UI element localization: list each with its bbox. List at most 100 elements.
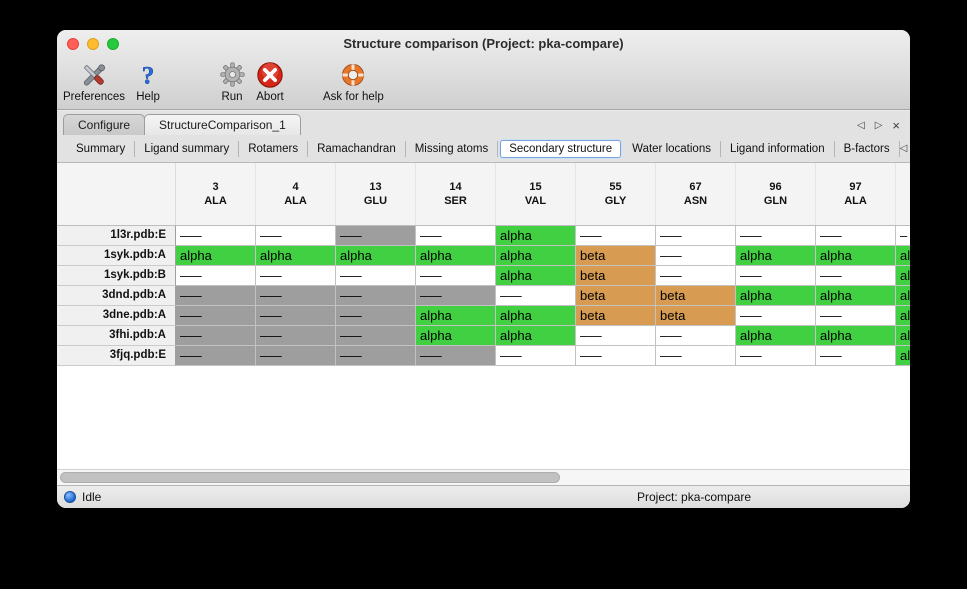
subtab-summary[interactable]: Summary (67, 140, 136, 157)
table-cell[interactable]: ––– (416, 266, 496, 286)
table-cell[interactable]: alpha (736, 246, 816, 266)
column-header[interactable]: 15 VAL (496, 163, 576, 225)
titlebar[interactable]: Structure comparison (Project: pka-compa… (57, 30, 910, 57)
table-cell[interactable]: ––– (256, 286, 336, 306)
table-cell[interactable]: ––– (656, 246, 736, 266)
table-cell[interactable]: ––– (736, 346, 816, 366)
table-cell[interactable]: alpha (496, 226, 576, 246)
close-window-button[interactable] (67, 38, 79, 50)
subtab-b-factors[interactable]: B-factors (835, 140, 900, 157)
table-cell[interactable]: beta (656, 286, 736, 306)
table-cell[interactable]: alpha (416, 306, 496, 326)
table-cell[interactable]: beta (576, 306, 656, 326)
table-cell[interactable]: ––– (176, 306, 256, 326)
subtab-ligand-information[interactable]: Ligand information (721, 140, 835, 157)
table-cell[interactable]: al (896, 246, 910, 266)
table-cell[interactable]: ––– (736, 226, 816, 246)
table-cell[interactable]: alpha (816, 246, 896, 266)
table-cell[interactable]: ––– (496, 286, 576, 306)
subtab-water-locations[interactable]: Water locations (623, 140, 721, 157)
table-cell[interactable]: ––– (256, 346, 336, 366)
table-cell[interactable]: alpha (176, 246, 256, 266)
table-cell[interactable]: ––– (816, 226, 896, 246)
table-cell[interactable]: ––– (256, 326, 336, 346)
table-cell[interactable]: al (896, 306, 910, 326)
subtab-secondary-structure[interactable]: Secondary structure (500, 139, 622, 158)
subtab-ramachandran[interactable]: Ramachandran (308, 140, 406, 157)
table-cell[interactable]: ––– (176, 286, 256, 306)
table-cell[interactable]: ––– (576, 226, 656, 246)
subtab-ligand-summary[interactable]: Ligand summary (135, 140, 240, 157)
scrollbar-thumb[interactable] (60, 472, 560, 483)
table-cell[interactable]: ––– (176, 346, 256, 366)
table-cell[interactable]: ––– (736, 306, 816, 326)
tab-scroll-left-icon[interactable]: ◁ (857, 120, 865, 131)
horizontal-scrollbar[interactable] (57, 469, 910, 485)
table-cell[interactable]: ––– (256, 226, 336, 246)
tab-close-icon[interactable]: × (892, 117, 900, 133)
help-button[interactable]: ? Help (129, 59, 167, 103)
table-cell[interactable]: – (896, 226, 910, 246)
run-button[interactable]: Run (213, 59, 251, 103)
table-cell[interactable]: ––– (176, 226, 256, 246)
table-cell[interactable]: ––– (816, 306, 896, 326)
column-header[interactable]: 97 ALA (816, 163, 896, 225)
table-cell[interactable]: beta (576, 266, 656, 286)
table-cell[interactable]: ––– (336, 306, 416, 326)
ask-for-help-button[interactable]: Ask for help (323, 59, 384, 103)
table-cell[interactable]: ––– (416, 346, 496, 366)
table-cell[interactable]: ––– (656, 226, 736, 246)
table-cell[interactable]: ––– (336, 266, 416, 286)
table-cell[interactable]: ––– (416, 226, 496, 246)
table-cell[interactable]: al (896, 326, 910, 346)
column-header[interactable]: 14 SER (416, 163, 496, 225)
row-header[interactable]: 3fhi.pdb:A (57, 326, 176, 346)
tab-configure[interactable]: Configure (63, 114, 146, 135)
table-cell[interactable]: ––– (816, 346, 896, 366)
table-cell[interactable]: al (896, 266, 910, 286)
column-header[interactable]: 4 ALA (256, 163, 336, 225)
table-cell[interactable]: beta (576, 246, 656, 266)
table-cell[interactable]: alpha (496, 306, 576, 326)
table-cell[interactable]: alpha (496, 326, 576, 346)
table-cell[interactable]: alpha (816, 326, 896, 346)
row-header[interactable]: 3fjq.pdb:E (57, 346, 176, 366)
table-cell[interactable]: alpha (736, 286, 816, 306)
table-cell[interactable]: alpha (416, 326, 496, 346)
subtab-rotamers[interactable]: Rotamers (239, 140, 309, 157)
column-header[interactable] (896, 163, 910, 225)
column-header[interactable]: 55 GLY (576, 163, 656, 225)
table-cell[interactable]: ––– (496, 346, 576, 366)
abort-button[interactable]: Abort (251, 59, 289, 103)
row-header[interactable]: 1syk.pdb:B (57, 266, 176, 286)
tab-structurecomparison_1[interactable]: StructureComparison_1 (144, 114, 301, 135)
view-tab-scroll-left-icon[interactable]: ◁ (899, 143, 908, 154)
table-cell[interactable]: ––– (416, 286, 496, 306)
table-cell[interactable]: alpha (496, 246, 576, 266)
column-header[interactable]: 13 GLU (336, 163, 416, 225)
table-cell[interactable]: ––– (336, 346, 416, 366)
table-cell[interactable]: alpha (736, 326, 816, 346)
row-header[interactable]: 3dne.pdb:A (57, 306, 176, 326)
row-header[interactable]: 1syk.pdb:A (57, 246, 176, 266)
minimize-window-button[interactable] (87, 38, 99, 50)
table-cell[interactable]: beta (656, 306, 736, 326)
table-cell[interactable]: ––– (336, 286, 416, 306)
table-cell[interactable]: al (896, 346, 910, 366)
subtab-missing-atoms[interactable]: Missing atoms (406, 140, 499, 157)
table-cell[interactable]: ––– (736, 266, 816, 286)
table-cell[interactable]: alpha (336, 246, 416, 266)
table-cell[interactable]: alpha (816, 286, 896, 306)
table-cell[interactable]: ––– (336, 226, 416, 246)
table-cell[interactable]: ––– (576, 326, 656, 346)
column-header[interactable]: 96 GLN (736, 163, 816, 225)
preferences-button[interactable]: Preferences (63, 59, 125, 103)
table-cell[interactable]: ––– (656, 266, 736, 286)
table-cell[interactable]: ––– (256, 306, 336, 326)
row-header[interactable]: 1l3r.pdb:E (57, 226, 176, 246)
table-cell[interactable]: al (896, 286, 910, 306)
zoom-window-button[interactable] (107, 38, 119, 50)
table-cell[interactable]: alpha (496, 266, 576, 286)
table-cell[interactable]: ––– (176, 266, 256, 286)
table-cell[interactable]: ––– (176, 326, 256, 346)
